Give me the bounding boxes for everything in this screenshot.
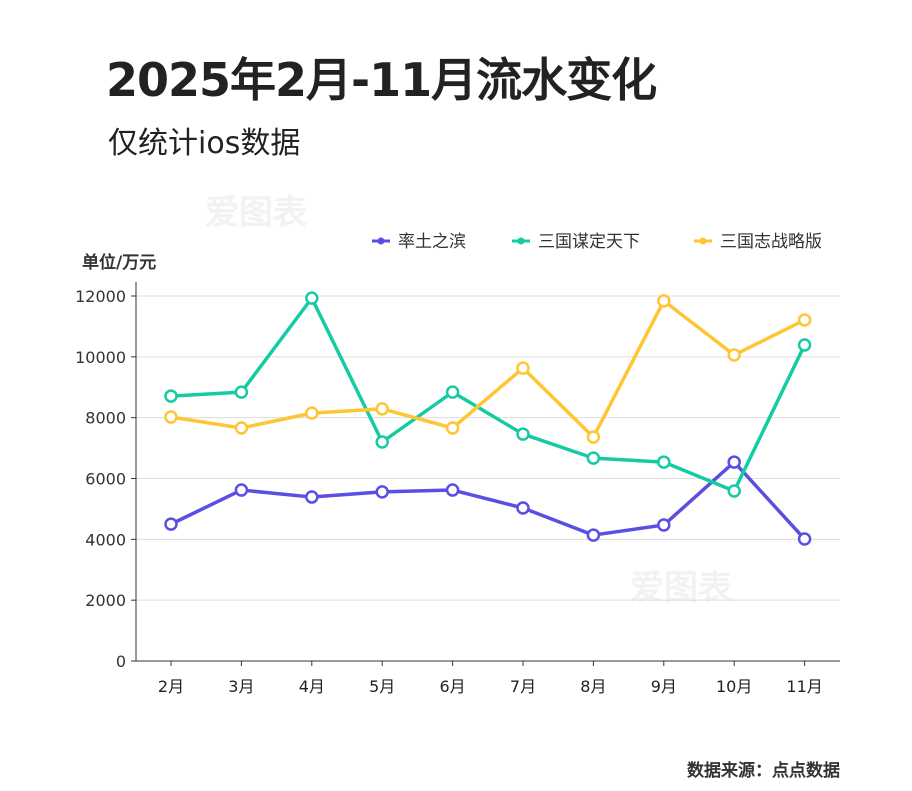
data-point: [305, 490, 319, 504]
legend-label: 三国谋定天下: [538, 232, 640, 252]
data-point: [586, 528, 601, 542]
legend-item: 三国谋定天下: [512, 232, 640, 252]
data-point: [164, 389, 178, 403]
data-point: [164, 517, 178, 531]
data-point: [586, 430, 601, 444]
series-line: [170, 296, 807, 493]
y-tick-label: 4000: [85, 530, 126, 549]
data-point: [516, 501, 530, 515]
data-point: [375, 435, 389, 449]
data-point: [727, 455, 741, 469]
data-source: 数据来源：点点数据: [687, 761, 840, 781]
data-point: [797, 338, 812, 352]
y-tick-label: 10000: [75, 348, 126, 367]
legend-label: 三国志战略版: [720, 232, 822, 252]
data-point: [234, 385, 249, 399]
data-point: [657, 518, 671, 532]
watermark: 爱图表: [630, 568, 732, 608]
data-point: [445, 421, 460, 435]
legend-item: 三国志战略版: [694, 232, 822, 252]
data-point: [657, 294, 671, 308]
legend-label: 率土之滨: [398, 232, 466, 252]
x-tick-label: 5月: [369, 677, 395, 696]
data-point: [305, 291, 319, 305]
x-tick-label: 10月: [716, 677, 752, 696]
chart-title: 2025年2月-11月流水变化: [106, 53, 657, 107]
data-point: [305, 406, 319, 420]
y-tick-label: 8000: [85, 409, 126, 428]
legend-item: 率土之滨: [372, 232, 466, 252]
legend-marker: [517, 237, 525, 245]
data-point: [375, 402, 389, 416]
x-tick-label: 7月: [510, 677, 536, 696]
data-point: [797, 313, 812, 327]
data-point: [234, 483, 249, 497]
data-point: [657, 455, 671, 469]
data-point: [445, 483, 460, 497]
data-point: [234, 421, 249, 435]
series-1: [164, 291, 812, 498]
series-0: [164, 455, 812, 546]
series-line: [170, 460, 806, 541]
data-point: [586, 451, 601, 465]
data-point: [797, 532, 812, 546]
x-tick-label: 4月: [299, 677, 325, 696]
data-point: [164, 410, 178, 424]
x-tick-label: 6月: [440, 677, 466, 696]
watermark: 爱图表: [205, 193, 307, 233]
series-2: [164, 294, 812, 444]
x-tick-label: 11月: [786, 677, 822, 696]
x-tick-label: 9月: [651, 677, 677, 696]
legend-marker: [699, 237, 707, 245]
chart-subtitle: 仅统计ios数据: [108, 126, 301, 161]
x-tick-label: 2月: [158, 677, 184, 696]
data-point: [375, 485, 389, 499]
data-point: [727, 484, 741, 498]
data-point: [445, 385, 460, 399]
x-tick-label: 3月: [228, 677, 254, 696]
y-tick-label: 12000: [75, 287, 126, 306]
data-point: [516, 361, 530, 375]
y-tick-label: 0: [116, 652, 126, 671]
series-line: [170, 299, 806, 439]
y-tick-label: 2000: [85, 591, 126, 610]
x-tick-label: 8月: [580, 677, 606, 696]
legend-marker: [377, 237, 385, 245]
y-axis-label: 单位/万元: [82, 253, 157, 273]
y-tick-label: 6000: [85, 470, 126, 489]
data-point: [516, 427, 530, 441]
data-point: [727, 348, 741, 362]
